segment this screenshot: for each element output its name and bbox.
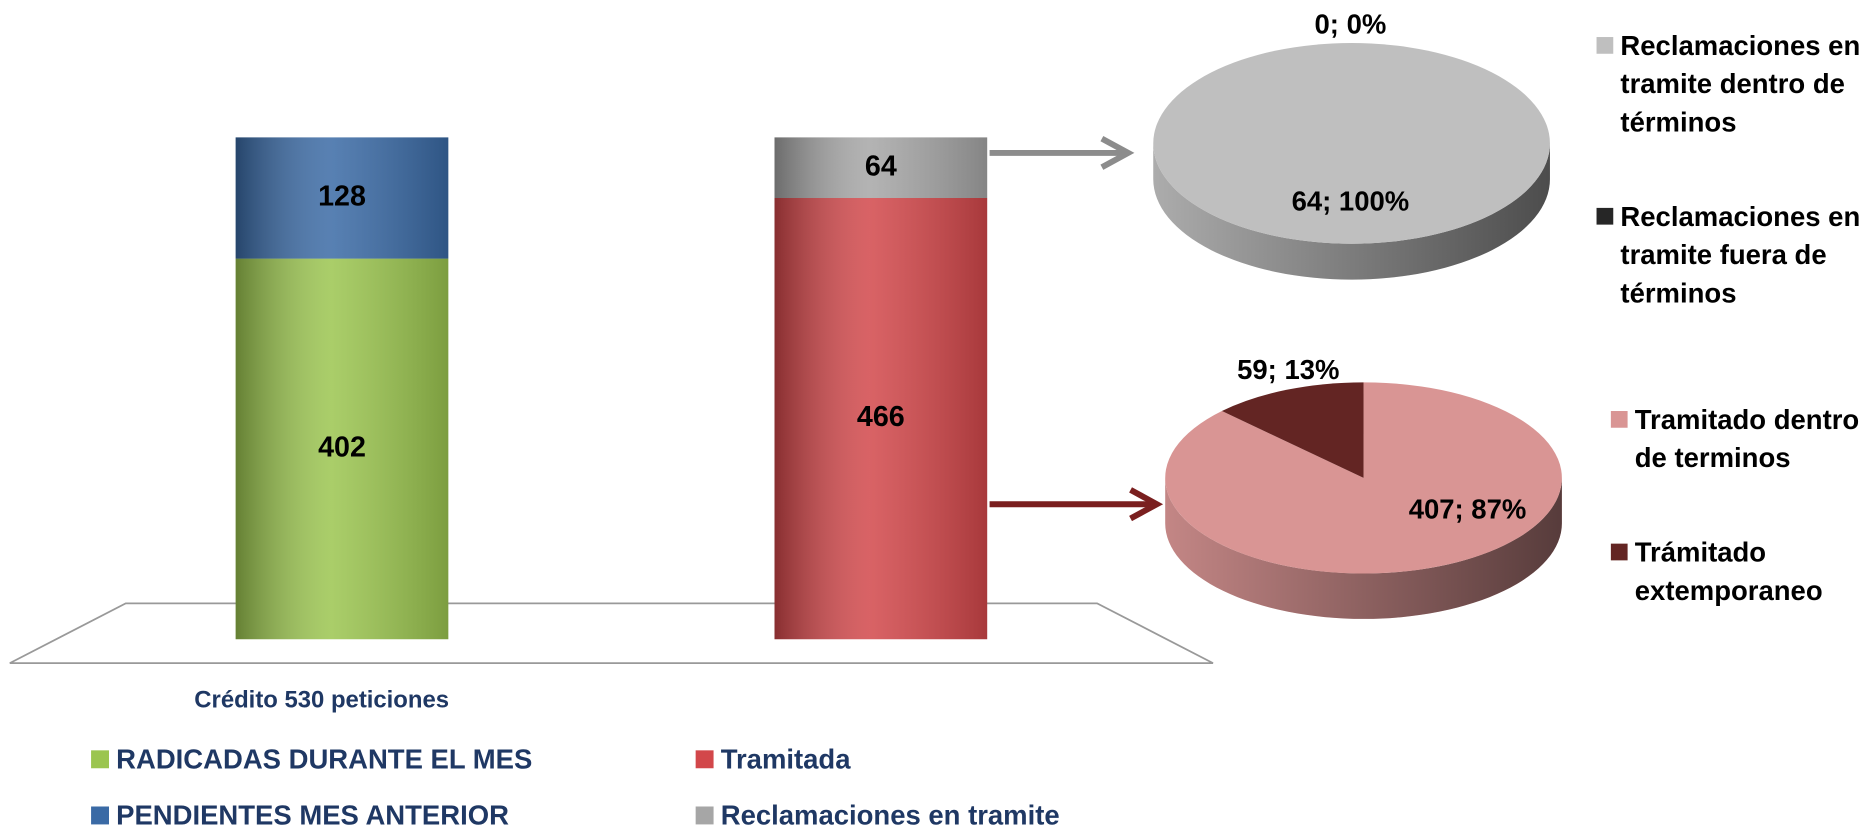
legend-text-box: Tramitado dentro de terminos <box>1634 403 1860 474</box>
legend-swatch <box>695 806 714 825</box>
bar-shade <box>774 197 988 640</box>
pie-slice <box>1153 43 1550 244</box>
x-tick-label: Crédito 530 peticiones <box>194 687 449 714</box>
legend-label: Reclamaciones en tramite fuera de términ… <box>1620 200 1861 309</box>
data-label: 0; 0% <box>1315 9 1387 40</box>
data-label: 407; 87% <box>1409 494 1527 525</box>
data-label: 402 <box>318 431 366 463</box>
legend-label: RADICADAS DURANTE EL MES <box>116 743 532 774</box>
legend-label: Tramitado dentro de terminos <box>1634 403 1860 474</box>
legend-swatch <box>695 750 714 769</box>
legend-swatch <box>1610 411 1628 428</box>
legend-swatch <box>1610 543 1628 561</box>
data-label: 64 <box>865 150 897 182</box>
legend-text-box: Reclamaciones en tramite dentro de térmi… <box>1620 29 1861 138</box>
bar-shade <box>235 258 449 640</box>
pie-side-shade <box>1165 477 1562 619</box>
arrow <box>989 487 1164 522</box>
legend-text-box: Reclamaciones en tramite fuera de términ… <box>1620 200 1861 309</box>
floor <box>9 602 1214 665</box>
pie-slice <box>1221 382 1364 478</box>
bar-shade <box>235 137 449 259</box>
data-label: 466 <box>857 401 905 433</box>
pie-side-shade <box>1153 143 1550 280</box>
data-label: 59; 13% <box>1237 354 1339 385</box>
bar-shade <box>774 137 988 198</box>
legend-swatch <box>91 806 109 825</box>
legend-text-box: Trámitado extemporaneo <box>1634 536 1823 606</box>
legend-swatch <box>1596 207 1614 225</box>
legend-swatch <box>91 750 109 769</box>
legend-label: PENDIENTES MES ANTERIOR <box>116 800 509 828</box>
legend-label: Tramitada <box>721 743 851 774</box>
pie-slice <box>1165 382 1562 574</box>
data-label: 64; 100% <box>1292 185 1410 216</box>
legend-label: Trámitado extemporaneo <box>1634 536 1823 606</box>
arrow <box>989 135 1135 170</box>
legend-label: Reclamaciones en tramite <box>721 800 1060 828</box>
legend-label: Reclamaciones en tramite dentro de térmi… <box>1620 29 1861 138</box>
data-label: 128 <box>318 181 366 213</box>
legend-swatch <box>1596 37 1614 54</box>
